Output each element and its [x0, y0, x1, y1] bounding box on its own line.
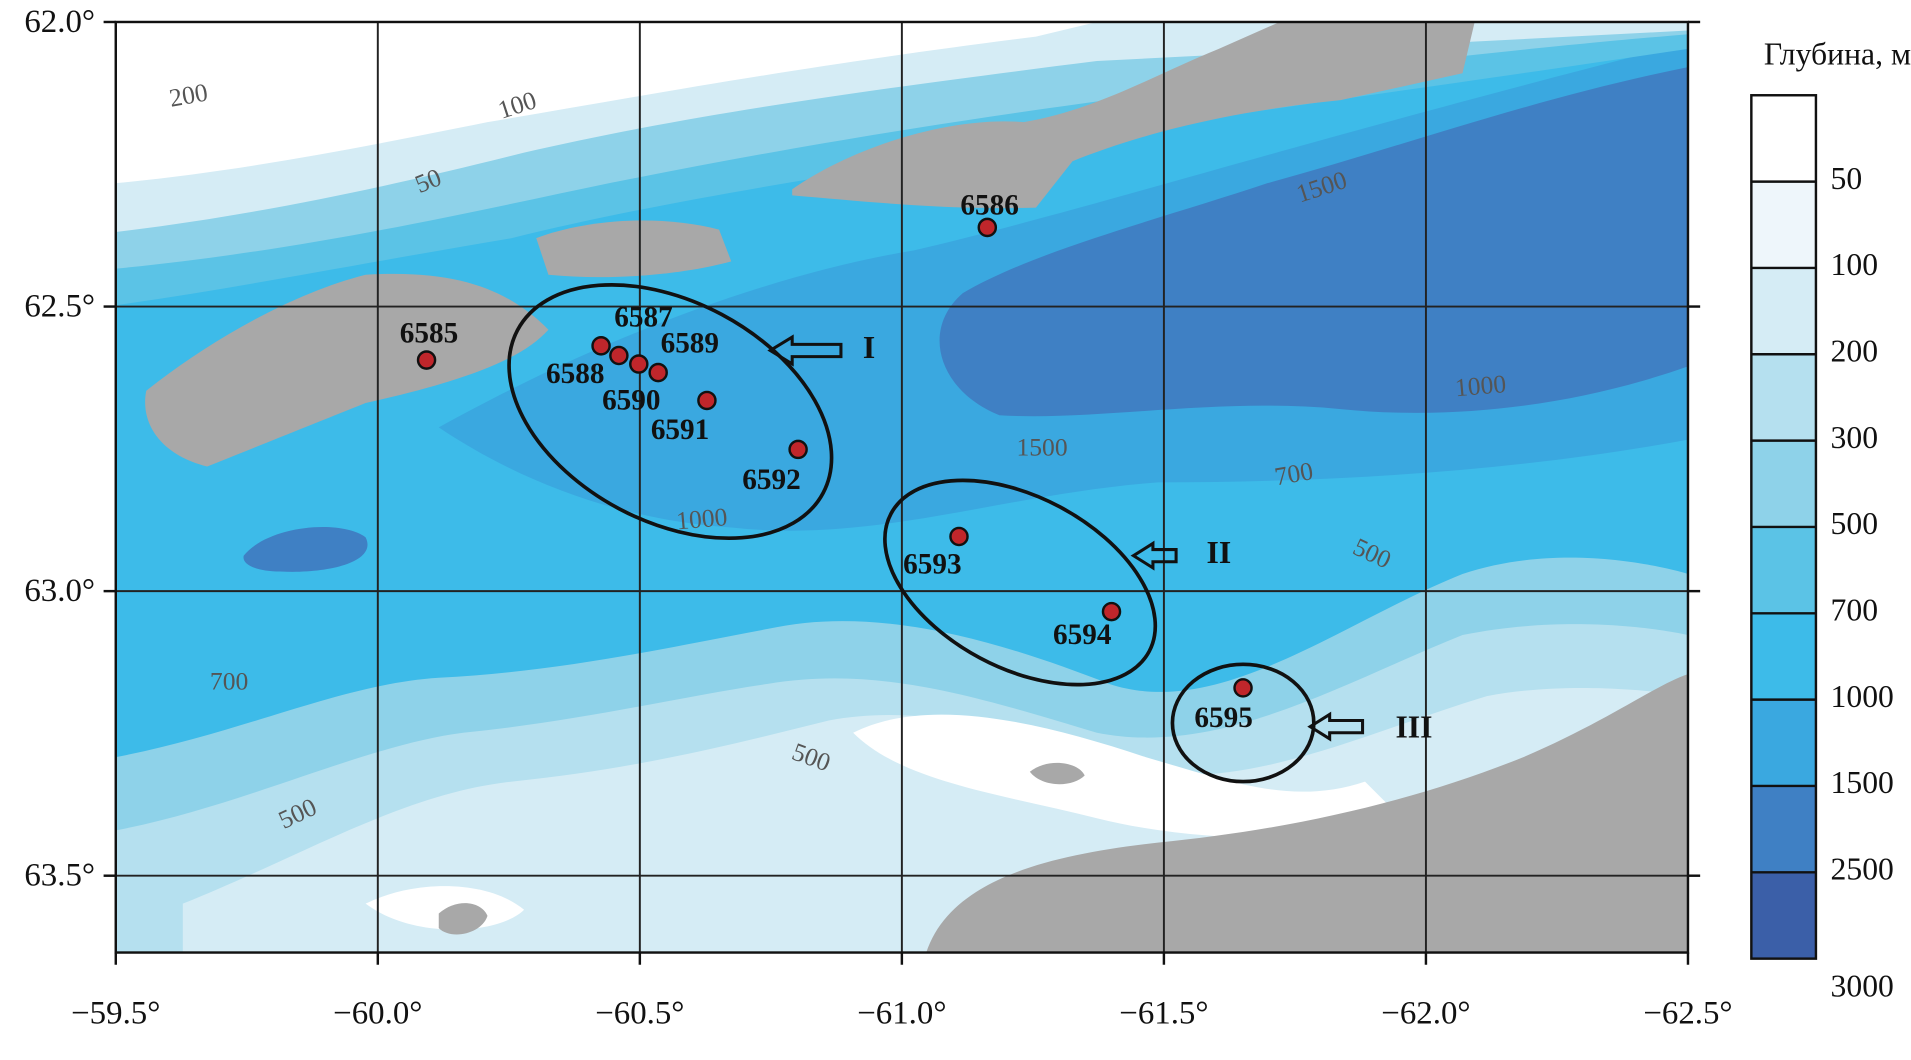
station-marker [1233, 678, 1253, 698]
colorbar-label: 100 [1831, 247, 1879, 282]
colorbar-label: 1000 [1831, 679, 1894, 714]
station-label: 6591 [651, 414, 709, 446]
colorbar-band [1751, 613, 1816, 700]
region-label: II [1207, 535, 1232, 570]
station-label: 6594 [1053, 619, 1112, 651]
colorbar-band [1751, 267, 1816, 355]
x-tick-label: −61.0° [857, 996, 946, 1032]
colorbar-label: 50 [1831, 161, 1863, 196]
colorbar-label: 1500 [1831, 765, 1894, 800]
x-tick-label: −60.5° [595, 996, 684, 1032]
station-label: 6589 [661, 327, 719, 359]
colorbar-band [1751, 95, 1816, 182]
station-marker [977, 217, 998, 238]
colorbar-label: 200 [1831, 334, 1879, 369]
y-tick-label: 62.0° [24, 4, 95, 40]
contour-label: 1000 [1454, 369, 1507, 402]
y-tick-label: 63.5° [24, 858, 95, 894]
station-label: 6587 [614, 302, 672, 334]
station-label: 6586 [960, 189, 1018, 221]
station-label: 6585 [400, 318, 458, 350]
colorbar-title: Глубина, м [1764, 37, 1911, 72]
region-label: I [863, 330, 875, 365]
contour-label: 1500 [1016, 432, 1067, 461]
station-label: 6595 [1194, 702, 1252, 734]
colorbar-label: 700 [1831, 593, 1879, 628]
map-frame [114, 20, 1690, 954]
station-marker [648, 362, 668, 383]
contour-label: 700 [210, 667, 248, 696]
labels: −59.5° −60.0° −60.5° −61.0° −61.5° −62.0° −62.… [24, 4, 1911, 1032]
station-label: 6590 [602, 385, 660, 417]
colorbar-band [1751, 785, 1816, 873]
contour-label: 1000 [675, 502, 728, 535]
station-marker [416, 350, 437, 370]
station-marker [949, 526, 969, 547]
station-label: 6588 [546, 358, 604, 390]
contour-label: 700 [1272, 456, 1315, 491]
y-tick-label: 62.5° [24, 289, 95, 325]
x-tick-label: −62.0° [1381, 996, 1470, 1032]
station-marker [591, 336, 611, 356]
region-arrow [767, 334, 843, 367]
station-marker [1101, 601, 1122, 622]
station-label: 6593 [903, 548, 961, 580]
region-ellipse [883, 478, 1158, 687]
y-tick-label: 63.0° [24, 573, 95, 609]
colorbar-band [1751, 699, 1816, 786]
station-label: 6592 [742, 464, 800, 496]
x-tick-label: −62.5° [1643, 996, 1732, 1032]
station-marker [788, 439, 808, 460]
station-marker [629, 354, 649, 374]
colorbar-band [1751, 872, 1816, 959]
colorbar-label: 300 [1831, 420, 1879, 455]
colorbar-label: 2500 [1831, 852, 1894, 887]
colorbar-label: 3000 [1831, 968, 1894, 1003]
contour-label: 200 [167, 77, 210, 112]
colorbar-label: 500 [1831, 506, 1879, 541]
region-ellipse [507, 283, 834, 541]
x-tick-label: −61.5° [1119, 996, 1208, 1032]
region-outlines [507, 283, 1365, 784]
colorbar-band [1751, 181, 1816, 268]
colorbar-band [1751, 440, 1816, 527]
colorbar-band [1751, 526, 1816, 614]
station-marker [609, 345, 629, 366]
region-arrow [1130, 540, 1178, 571]
region-arrow [1307, 711, 1365, 742]
station-marker [697, 390, 717, 411]
x-tick-label: −60.0° [333, 996, 422, 1032]
colorbar-band [1751, 354, 1816, 441]
region-label: III [1395, 710, 1432, 745]
x-tick-label: −59.5° [71, 996, 160, 1032]
